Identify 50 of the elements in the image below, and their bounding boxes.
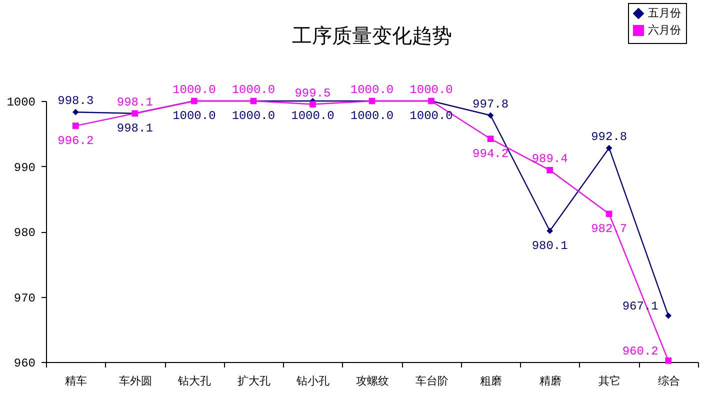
legend-label: 六月份 [648, 24, 681, 36]
point [72, 122, 79, 129]
point [606, 210, 612, 218]
data-label: 999.5 [294, 86, 331, 100]
data-label: 998.3 [58, 94, 94, 108]
data-label: 1000.0 [232, 83, 276, 97]
chart-title: 工序质量变化趋势 [292, 24, 452, 48]
y-tick-label: 990 [14, 160, 36, 175]
data-label: 1000.0 [410, 83, 453, 97]
data-label: 960.2 [622, 344, 658, 359]
point [546, 228, 553, 234]
data-label: 1000.0 [291, 109, 334, 123]
x-tick-label: 综合 [658, 374, 680, 388]
data-label: 997.8 [472, 97, 509, 112]
data-label: 994.2 [472, 146, 509, 161]
point [606, 144, 612, 152]
x-tick-label: 扩大孔 [237, 374, 270, 388]
y-tick-label: 960 [14, 356, 36, 370]
data-label: 996.2 [58, 134, 94, 148]
data-label: 992.8 [591, 130, 628, 144]
x-tick-label: 精车 [65, 374, 88, 388]
y-tick-label: 1000 [6, 96, 36, 110]
point [72, 108, 79, 116]
y-tick-label: 970 [14, 291, 36, 306]
data-label: 980.1 [532, 238, 568, 253]
point [546, 167, 553, 174]
x-tick-label: 粗磨 [480, 374, 502, 388]
point [310, 101, 316, 108]
x-tick-label: 钻小孔 [296, 374, 330, 388]
data-label: 1000.0 [232, 109, 276, 123]
data-label: 989.4 [532, 152, 568, 166]
data-label: 1000.0 [350, 109, 394, 123]
data-label: 1000.0 [350, 83, 394, 97]
data-label: 998.1 [116, 121, 153, 136]
point [665, 312, 672, 319]
x-tick-label: 攻螺纹 [356, 374, 389, 388]
data-label: 1000.0 [410, 109, 453, 123]
x-tick-label: 其它 [598, 374, 621, 388]
data-label: 1000.0 [172, 109, 216, 123]
x-tick-label: 钻大孔 [177, 374, 212, 388]
point [487, 136, 494, 142]
y-tick-label: 980 [14, 226, 36, 240]
data-label: 1000.0 [172, 83, 216, 97]
legend-label: 五月份 [648, 6, 681, 20]
x-tick-label: 车台阶 [415, 374, 448, 388]
data-label: 998.1 [116, 95, 153, 110]
x-tick-label: 精磨 [539, 374, 562, 388]
point [487, 112, 494, 119]
x-tick-label: 车外圆 [118, 374, 152, 388]
point [665, 358, 672, 364]
